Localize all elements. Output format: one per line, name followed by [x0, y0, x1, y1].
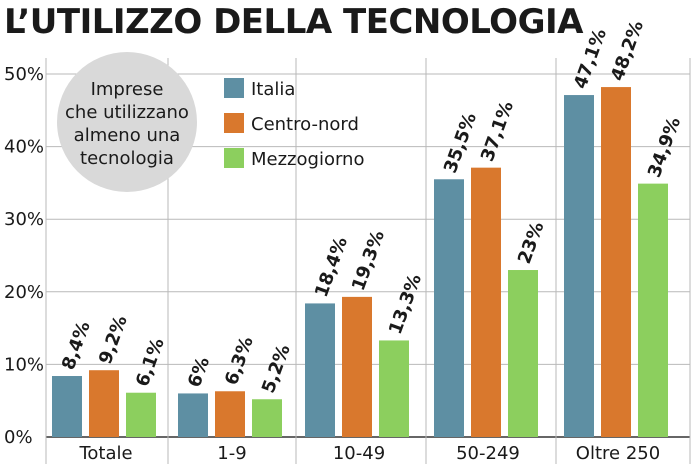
legend-swatch	[224, 113, 244, 133]
y-tick-label: 50%	[4, 64, 44, 85]
data-label: 5,2%	[258, 342, 295, 396]
data-label: 47,1%	[570, 26, 611, 92]
legend-label: Italia	[251, 79, 295, 100]
bars	[52, 87, 668, 438]
data-label: 13,3%	[385, 271, 426, 337]
legend-label: Mezzogiorno	[251, 149, 364, 170]
data-label: 9,2%	[95, 313, 132, 367]
bar	[305, 303, 335, 437]
legend: Italia Centro-nord Mezzogiorno	[224, 78, 364, 170]
data-label: 34,9%	[644, 114, 685, 180]
bar	[638, 183, 668, 437]
data-label: 18,4%	[311, 234, 352, 300]
bar	[508, 270, 538, 437]
x-tick-label: 1-9	[217, 443, 246, 464]
annotation-line: che utilizzano	[65, 102, 189, 123]
chart-title: L’UTILIZZO DELLA TECNOLOGIA	[4, 2, 583, 42]
data-label: 6,3%	[221, 334, 258, 388]
data-label: 35,5%	[440, 110, 481, 176]
legend-swatch	[224, 148, 244, 168]
bar	[126, 392, 156, 437]
legend-label: Centro-nord	[251, 114, 359, 135]
annotation-bubble	[57, 52, 197, 192]
bar	[89, 370, 119, 437]
bar	[215, 391, 245, 437]
bar	[252, 399, 282, 437]
data-label: 37,1%	[477, 98, 518, 164]
annotation-line: tecnologia	[80, 148, 174, 169]
y-tick-label: 10%	[4, 354, 44, 375]
data-label: 23%	[514, 219, 548, 267]
x-tick-label: Oltre 250	[576, 443, 660, 464]
bar	[434, 179, 464, 437]
data-label: 6%	[184, 354, 214, 390]
bar	[379, 340, 409, 437]
x-tick-label: 10-49	[333, 443, 385, 464]
bar	[342, 296, 372, 437]
y-axis: 0% 10% 20% 30% 40% 50%	[4, 64, 44, 448]
bar	[178, 393, 208, 437]
y-tick-label: 0%	[4, 427, 33, 448]
data-label: 6,1%	[132, 335, 169, 389]
y-tick-label: 40%	[4, 137, 44, 158]
bar	[471, 167, 501, 438]
annotation-line: Imprese	[91, 79, 164, 100]
x-axis: Totale 1-9 10-49 50-249 Oltre 250	[78, 443, 660, 464]
data-label: 19,3%	[348, 228, 389, 294]
y-tick-label: 20%	[4, 282, 44, 303]
annotation-line: almeno una	[74, 125, 181, 146]
legend-swatch	[224, 78, 244, 98]
y-tick-label: 30%	[4, 209, 44, 230]
bar	[564, 95, 594, 437]
bar	[601, 87, 631, 438]
x-tick-label: Totale	[78, 443, 132, 464]
bar	[52, 376, 82, 437]
x-tick-label: 50-249	[456, 443, 520, 464]
